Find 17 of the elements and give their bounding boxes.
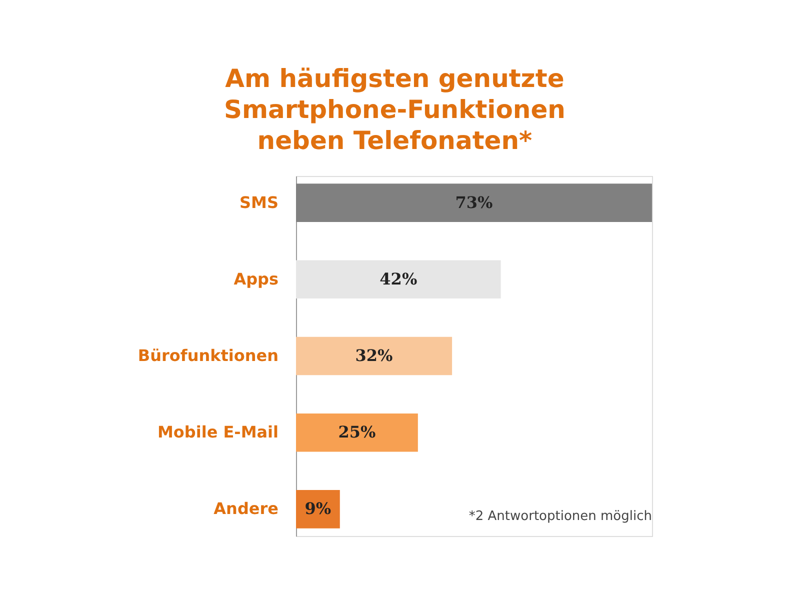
y-tick-label: SMS [240, 192, 278, 212]
chart-title: Am häufigsten genutzte Smartphone-Funktionen neben Telefonaten* [224, 64, 566, 155]
data-label: 25% [338, 422, 376, 442]
bar [296, 184, 652, 222]
data-label: 73% [455, 192, 493, 212]
y-tick-label: Mobile E-Mail [157, 422, 278, 442]
data-label: 9% [304, 499, 332, 518]
y-tick-label: Andere [214, 499, 279, 518]
y-tick-label: Apps [234, 269, 278, 288]
annotation: *2 Antwortoptionen möglich [468, 509, 652, 524]
bar [296, 336, 452, 376]
data-label: 42% [380, 269, 418, 288]
bar [296, 260, 501, 299]
data-label: 32% [355, 346, 393, 365]
bar [296, 413, 418, 452]
bar [296, 490, 340, 528]
y-tick-label: Bürofunktionen [138, 346, 278, 365]
